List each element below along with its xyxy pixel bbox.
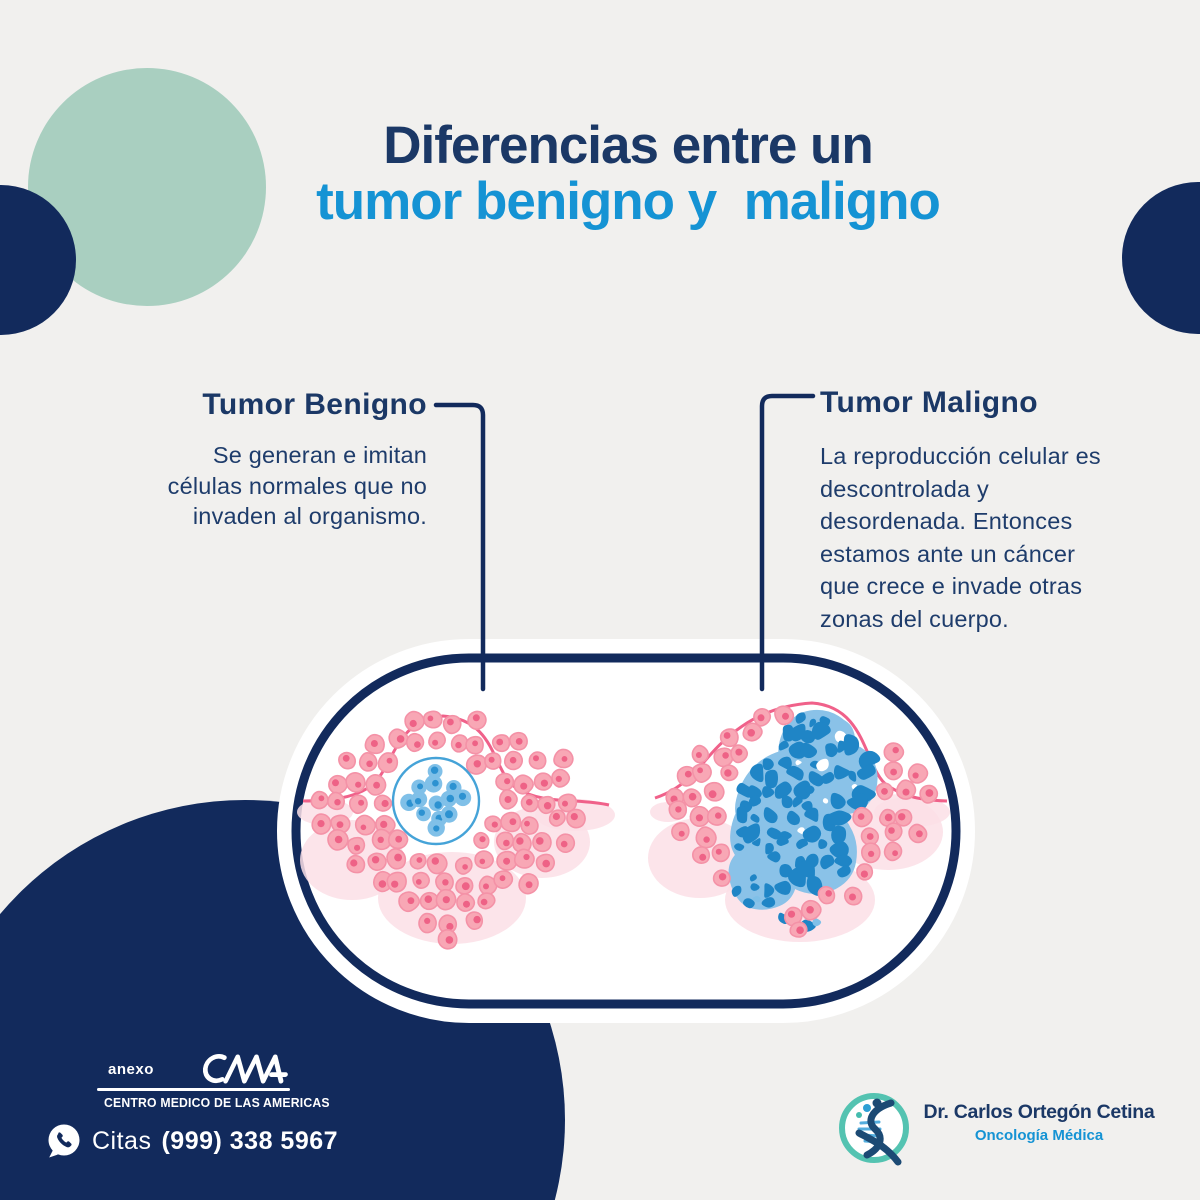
whatsapp-icon (48, 1124, 80, 1158)
benign-connector-line (433, 402, 486, 692)
appointments-row: Citas (999) 338 5967 (46, 1123, 338, 1159)
page-title: Diferencias entre un tumor benigno y mal… (28, 118, 1200, 230)
benign-tumor-drawing (297, 710, 615, 950)
annex-label: anexo (108, 1061, 154, 1078)
malignant-description: La reproducción celular es descontrolada… (820, 443, 1101, 632)
benign-description: Se generan e imitan células normales que… (167, 442, 427, 529)
logo-underline (97, 1088, 290, 1092)
malignant-heading: Tumor Maligno (820, 386, 1038, 419)
appointments-phone: (999) 338 5967 (161, 1126, 339, 1155)
benign-heading: Tumor Benigno (202, 388, 427, 421)
doctor-name: Dr. Carlos Ortegón Cetina (923, 1101, 1155, 1123)
malignant-tumor-drawing (648, 701, 950, 942)
malignant-connector-line (759, 393, 816, 692)
appointments-label: Citas (92, 1126, 152, 1155)
title-line-1: Diferencias entre un (383, 116, 874, 175)
dna-logo-icon (839, 1093, 909, 1166)
doctor-block: Dr. Carlos Ortegón Cetina Oncología Médi… (914, 1101, 1164, 1144)
doctor-specialty: Oncología Médica (974, 1127, 1104, 1144)
clinic-name: CENTRO MEDICO DE LAS AMERICAS (104, 1096, 330, 1110)
cma-logo-icon (202, 1053, 288, 1084)
title-line-2: tumor benigno y maligno (316, 172, 941, 231)
